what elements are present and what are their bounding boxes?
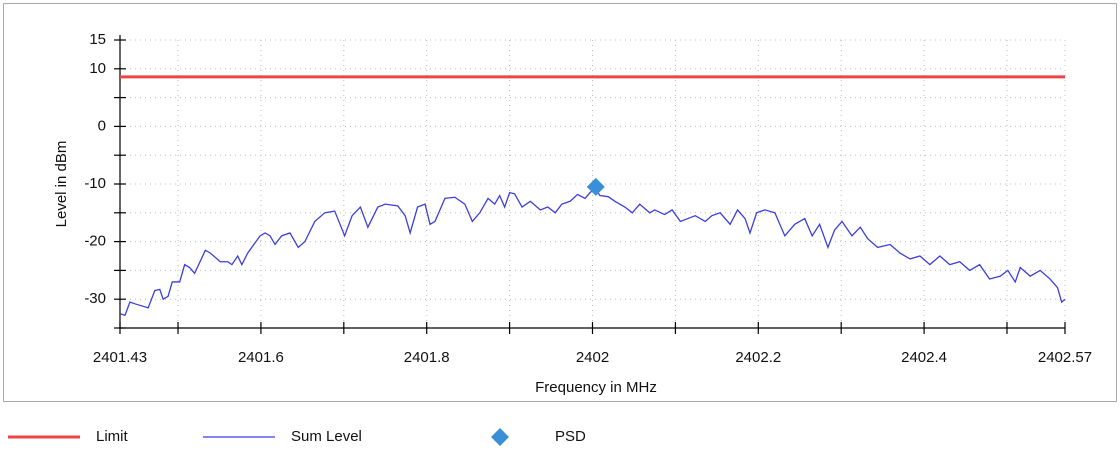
legend-label: Sum Level [291, 428, 362, 445]
y-tick-label: -20 [84, 233, 106, 250]
x-tick-label: 2402.4 [901, 349, 947, 366]
x-tick-label: 2401.6 [238, 349, 284, 366]
y-tick-label: -30 [84, 290, 106, 307]
y-tick-label: 0 [98, 117, 106, 134]
legend-label: PSD [555, 428, 586, 445]
y-tick-label: 15 [89, 31, 106, 48]
y-tick-label: -10 [84, 175, 106, 192]
series-line [119, 187, 1066, 317]
psd-marker [586, 177, 605, 196]
x-tick-label: 2402.57 [1038, 349, 1092, 366]
legend-marker [491, 428, 509, 446]
x-tick-label: 2401.43 [93, 349, 147, 366]
x-tick-label: 2402.2 [735, 349, 781, 366]
x-axis-label: Frequency in MHz [535, 379, 657, 396]
legend-label: Limit [96, 428, 129, 445]
frame [3, 3, 1117, 402]
y-axis-label: Level in dBm [53, 141, 70, 228]
y-tick-label: 10 [89, 60, 106, 77]
x-tick-label: 2401.8 [404, 349, 450, 366]
x-tick-label: 2402 [576, 349, 609, 366]
